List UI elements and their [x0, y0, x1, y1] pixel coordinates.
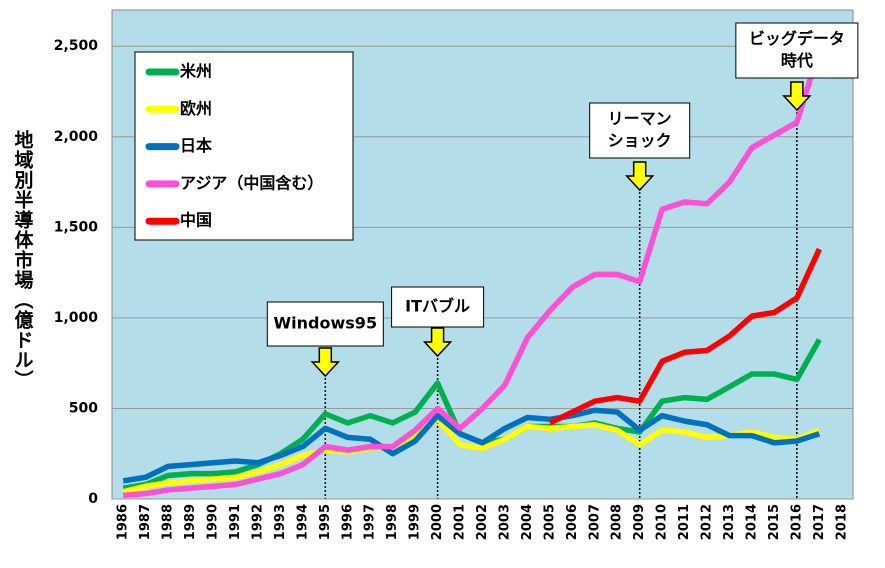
x-tick-label: 2005	[542, 504, 557, 540]
x-tick-label: 2004	[520, 504, 535, 540]
x-tick-label: 2000	[430, 504, 445, 540]
legend-label: 中国	[180, 211, 212, 230]
x-tick-label: 1991	[228, 504, 243, 540]
series-line	[548, 247, 822, 426]
annotation-text: ビッグデータ	[749, 29, 845, 48]
annotation-arrow	[624, 161, 655, 192]
annotation-arrow	[310, 347, 341, 378]
x-tick-label: 1992	[250, 504, 265, 540]
x-tick-label: 2015	[767, 504, 782, 540]
x-tick-label: 2016	[789, 504, 804, 540]
x-tick-label: 2010	[655, 504, 670, 540]
annotation-arrow	[422, 327, 453, 358]
x-tick-label: 2013	[722, 504, 737, 540]
legend-label: 日本	[180, 136, 212, 155]
y-tick-label: 1,500	[54, 219, 99, 235]
x-tick-label: 1988	[161, 504, 176, 540]
x-tick-label: 1995	[318, 504, 333, 540]
y-tick-label: 1,000	[54, 310, 99, 326]
annotation-text: ITバブル	[405, 297, 470, 316]
series-line	[122, 416, 821, 495]
series-line	[123, 49, 822, 499]
y-axis-title: 地域別半導体市場（億ドル）	[12, 129, 34, 390]
y-tick-label: 500	[69, 400, 98, 416]
annotation-arrow	[782, 81, 812, 112]
x-tick-label: 2011	[677, 504, 692, 540]
x-tick-label: 1998	[385, 504, 400, 540]
x-tick-label: 2007	[587, 504, 602, 540]
x-tick-label: 2006	[565, 504, 580, 540]
annotation-box	[589, 102, 691, 159]
annotation-box	[266, 301, 384, 347]
x-tick-label: 2009	[632, 504, 647, 540]
x-tick-label: 2002	[475, 504, 490, 540]
annotation-text: Windows95	[274, 314, 378, 333]
x-tick-label: 1987	[138, 504, 153, 540]
x-tick-label: 1996	[340, 504, 355, 540]
legend-label: 米州	[180, 62, 212, 81]
x-tick-label: 1993	[273, 504, 288, 540]
x-tick-label: 2012	[700, 504, 715, 540]
x-tick-label: 1997	[363, 504, 378, 540]
x-tick-label: 2008	[610, 504, 625, 540]
x-tick-label: 1990	[206, 504, 221, 540]
annotation-box	[391, 286, 485, 328]
x-tick-label: 2018	[834, 504, 849, 540]
y-tick-label: 2,000	[54, 129, 99, 145]
y-tick-label: 0	[88, 491, 98, 507]
x-tick-label: 1999	[408, 504, 423, 540]
x-tick-label: 2003	[497, 504, 512, 540]
x-tick-label: 2017	[812, 504, 827, 540]
x-tick-label: 2014	[744, 504, 759, 540]
annotation-text: ショック	[608, 131, 672, 150]
annotation-box	[735, 22, 859, 79]
legend-label: アジア（中国含む）	[180, 173, 323, 192]
x-tick-label: 1986	[116, 504, 131, 540]
annotation-text: 時代	[781, 51, 813, 70]
series-line	[122, 407, 821, 484]
x-tick-label: 1994	[295, 504, 310, 540]
legend-label: 欧州	[180, 99, 212, 118]
x-tick-label: 2001	[453, 504, 468, 540]
annotation-text: リーマン	[608, 109, 672, 128]
x-tick-label: 1989	[183, 504, 198, 540]
y-tick-label: 2,500	[54, 38, 99, 54]
